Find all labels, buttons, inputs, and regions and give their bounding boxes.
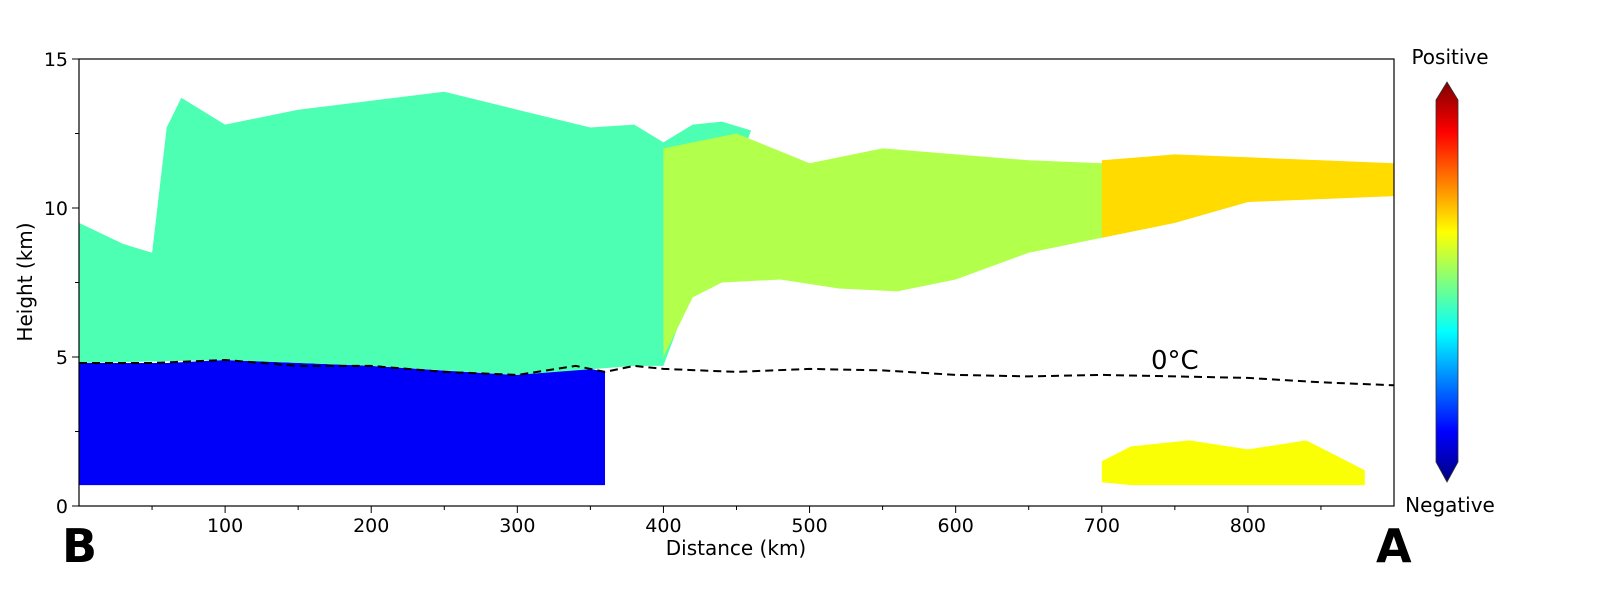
echo-region-lower-cloud-east [1101, 440, 1365, 486]
y-tick-label: 5 [56, 347, 68, 369]
y-axis-label: Height (km) [13, 222, 37, 341]
x-tick-label: 800 [1230, 515, 1266, 537]
x-tick-label: 100 [207, 515, 243, 537]
echo-region-upper-cloud-east [1101, 154, 1394, 238]
x-tick-label: 200 [353, 515, 389, 537]
colorbar: Positive Negative [1405, 45, 1495, 517]
echo-region-below-melting-layer [79, 360, 605, 486]
plot-area [79, 91, 1394, 486]
y-tick-label: 0 [56, 496, 68, 518]
colorbar-bottom-label: Negative [1405, 493, 1495, 517]
y-axis: 0 5 10 15 [44, 49, 79, 518]
x-axis: 100 200 300 400 500 600 700 800 [151, 506, 1322, 537]
x-axis-label: Distance (km) [666, 536, 806, 560]
y-tick-label: 10 [44, 198, 68, 220]
x-tick-label: 500 [791, 515, 827, 537]
y-tick-label: 15 [44, 49, 68, 71]
endpoint-left-label: B [62, 519, 97, 573]
echo-regions [79, 91, 1394, 486]
x-tick-label: 700 [1084, 515, 1120, 537]
isotherm-label: 0°C [1151, 346, 1199, 376]
echo-region-upper-cloud-west [79, 91, 752, 375]
isotherm-0c-line [79, 358, 1394, 387]
x-tick-label: 600 [938, 515, 974, 537]
x-tick-label: 400 [645, 515, 681, 537]
colorbar-body [1435, 81, 1459, 483]
x-tick-label: 300 [499, 515, 535, 537]
endpoint-right-label: A [1376, 519, 1412, 573]
colorbar-top-label: Positive [1411, 45, 1488, 69]
